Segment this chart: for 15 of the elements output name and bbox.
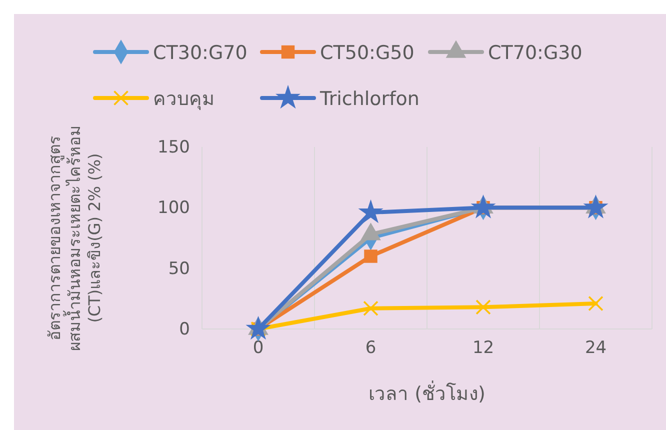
legend-label: CT50:G50 — [320, 42, 414, 64]
x-tick-label: 0 — [252, 338, 264, 358]
legend-label: ควบคุม — [153, 88, 215, 111]
x-tick-label: 12 — [472, 338, 494, 358]
y-tick-label: 100 — [158, 198, 190, 218]
y-tick-label: 150 — [158, 137, 190, 158]
x-tick-label: 6 — [365, 338, 376, 358]
legend-label: CT70:G30 — [488, 42, 582, 64]
y-tick-label: 0 — [179, 319, 190, 340]
legend-label: Trichlorfon — [319, 88, 420, 110]
y-tick-label: 50 — [168, 258, 190, 279]
y-axis-title: อัตราการตายของเหาจากสูตร ผสมน้ำมันหอมระเหยตะไคร้หอม (CT)และขิง(G) 2% (%) — [45, 125, 104, 351]
legend-label: CT30:G70 — [153, 42, 248, 64]
x-tick-label: 24 — [584, 338, 607, 358]
x-axis-title: เวลา (ชั่วโมง) — [368, 380, 486, 405]
